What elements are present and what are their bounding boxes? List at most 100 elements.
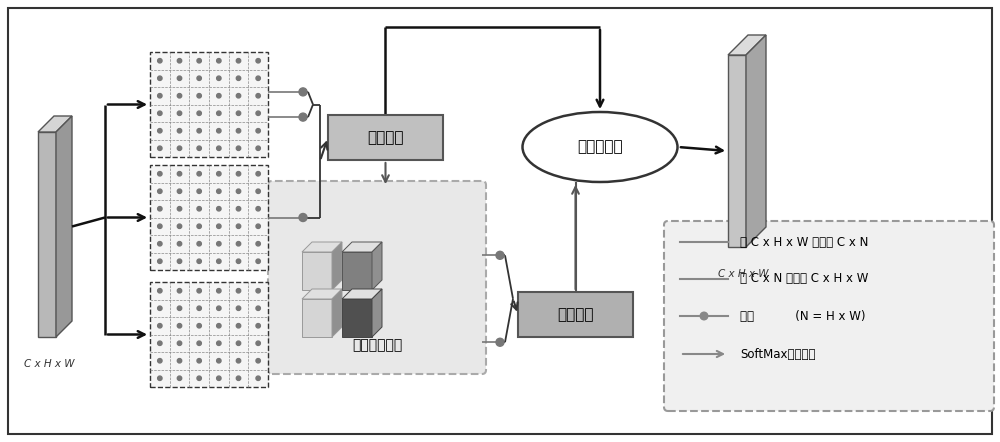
Polygon shape bbox=[38, 116, 72, 132]
Polygon shape bbox=[332, 289, 342, 337]
Circle shape bbox=[217, 306, 221, 310]
Circle shape bbox=[177, 129, 182, 133]
Circle shape bbox=[256, 129, 260, 133]
Circle shape bbox=[217, 206, 221, 211]
Circle shape bbox=[256, 324, 260, 328]
Circle shape bbox=[299, 213, 307, 221]
Circle shape bbox=[177, 94, 182, 98]
Polygon shape bbox=[150, 282, 268, 387]
Circle shape bbox=[236, 94, 241, 98]
Polygon shape bbox=[56, 116, 72, 337]
Polygon shape bbox=[302, 289, 342, 299]
Polygon shape bbox=[746, 35, 766, 247]
Circle shape bbox=[158, 306, 162, 310]
Circle shape bbox=[197, 324, 201, 328]
Text: 转置           (N = H x W): 转置 (N = H x W) bbox=[740, 309, 866, 323]
Text: 像素级相加: 像素级相加 bbox=[577, 140, 623, 155]
Circle shape bbox=[256, 94, 260, 98]
Circle shape bbox=[217, 289, 221, 293]
Circle shape bbox=[217, 376, 221, 381]
Circle shape bbox=[158, 129, 162, 133]
Circle shape bbox=[217, 224, 221, 229]
Circle shape bbox=[197, 189, 201, 194]
Polygon shape bbox=[342, 252, 372, 290]
Circle shape bbox=[236, 358, 241, 363]
Circle shape bbox=[217, 94, 221, 98]
Circle shape bbox=[177, 341, 182, 346]
Polygon shape bbox=[150, 52, 268, 157]
Circle shape bbox=[158, 111, 162, 115]
Polygon shape bbox=[342, 289, 382, 299]
Circle shape bbox=[197, 94, 201, 98]
Circle shape bbox=[177, 171, 182, 176]
Circle shape bbox=[236, 76, 241, 80]
Text: C x H x W: C x H x W bbox=[24, 359, 74, 369]
Circle shape bbox=[236, 259, 241, 263]
Circle shape bbox=[217, 259, 221, 263]
Circle shape bbox=[236, 341, 241, 346]
Circle shape bbox=[236, 241, 241, 246]
Circle shape bbox=[177, 289, 182, 293]
Circle shape bbox=[217, 129, 221, 133]
Circle shape bbox=[256, 341, 260, 346]
Polygon shape bbox=[302, 299, 332, 337]
Circle shape bbox=[236, 171, 241, 176]
Polygon shape bbox=[150, 165, 268, 270]
Circle shape bbox=[197, 58, 201, 63]
Circle shape bbox=[217, 58, 221, 63]
Circle shape bbox=[177, 259, 182, 263]
Circle shape bbox=[177, 306, 182, 310]
FancyBboxPatch shape bbox=[664, 221, 994, 411]
Circle shape bbox=[197, 76, 201, 80]
Circle shape bbox=[256, 76, 260, 80]
Circle shape bbox=[299, 113, 307, 121]
Circle shape bbox=[197, 111, 201, 115]
Text: 从 C x H x W 变形到 C x N: 从 C x H x W 变形到 C x N bbox=[740, 236, 868, 248]
Circle shape bbox=[236, 129, 241, 133]
Circle shape bbox=[236, 289, 241, 293]
Circle shape bbox=[197, 358, 201, 363]
Circle shape bbox=[197, 376, 201, 381]
Polygon shape bbox=[302, 252, 332, 290]
Polygon shape bbox=[342, 242, 382, 252]
Circle shape bbox=[256, 306, 260, 310]
Text: SoftMax激活函数: SoftMax激活函数 bbox=[740, 347, 816, 361]
Circle shape bbox=[256, 146, 260, 150]
Circle shape bbox=[236, 111, 241, 115]
Circle shape bbox=[158, 76, 162, 80]
Circle shape bbox=[197, 146, 201, 150]
Circle shape bbox=[236, 58, 241, 63]
Circle shape bbox=[197, 259, 201, 263]
Circle shape bbox=[197, 241, 201, 246]
Circle shape bbox=[236, 189, 241, 194]
Circle shape bbox=[177, 58, 182, 63]
Circle shape bbox=[299, 88, 307, 96]
Circle shape bbox=[177, 376, 182, 381]
Circle shape bbox=[236, 324, 241, 328]
Circle shape bbox=[236, 224, 241, 229]
Circle shape bbox=[197, 289, 201, 293]
Circle shape bbox=[158, 171, 162, 176]
Circle shape bbox=[217, 324, 221, 328]
Circle shape bbox=[217, 341, 221, 346]
Polygon shape bbox=[342, 299, 372, 337]
Circle shape bbox=[217, 76, 221, 80]
Circle shape bbox=[158, 241, 162, 246]
Circle shape bbox=[158, 146, 162, 150]
Circle shape bbox=[197, 171, 201, 176]
Polygon shape bbox=[728, 35, 766, 55]
Circle shape bbox=[158, 259, 162, 263]
Text: 空间注意力图: 空间注意力图 bbox=[352, 338, 402, 352]
Circle shape bbox=[177, 324, 182, 328]
Circle shape bbox=[158, 324, 162, 328]
Circle shape bbox=[256, 224, 260, 229]
Circle shape bbox=[256, 376, 260, 381]
Polygon shape bbox=[332, 242, 342, 290]
FancyBboxPatch shape bbox=[328, 115, 443, 160]
Circle shape bbox=[158, 94, 162, 98]
Circle shape bbox=[158, 224, 162, 229]
Polygon shape bbox=[728, 55, 746, 247]
Polygon shape bbox=[38, 132, 56, 337]
Circle shape bbox=[256, 111, 260, 115]
Circle shape bbox=[256, 171, 260, 176]
